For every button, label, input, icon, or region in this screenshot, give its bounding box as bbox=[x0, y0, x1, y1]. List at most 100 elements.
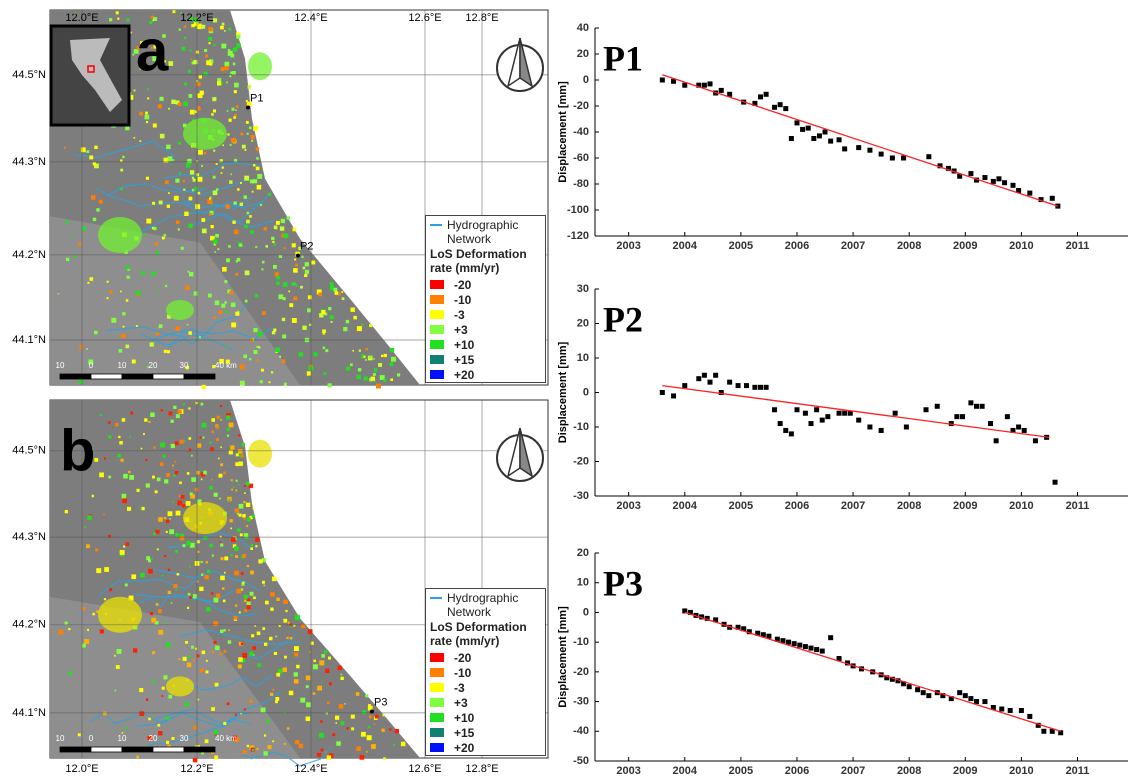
deformation-pixel bbox=[175, 533, 179, 537]
deformation-pixel bbox=[164, 622, 167, 624]
data-point bbox=[727, 379, 733, 385]
deformation-pixel bbox=[163, 675, 168, 680]
scale-bar bbox=[59, 746, 92, 753]
deformation-pixel bbox=[304, 269, 309, 274]
chart-title: P3 bbox=[603, 563, 643, 603]
data-point bbox=[974, 403, 980, 409]
deformation-pixel bbox=[257, 331, 263, 337]
deformation-pixel bbox=[200, 472, 206, 477]
deformation-pixel bbox=[256, 359, 259, 362]
deformation-pixel bbox=[218, 310, 223, 314]
deformation-pixel bbox=[205, 54, 208, 58]
deformation-pixel bbox=[249, 215, 252, 218]
deformation-pixel bbox=[200, 560, 203, 564]
deformation-pixel bbox=[133, 137, 136, 139]
scale-bar bbox=[152, 373, 185, 380]
x-tick-label: 2006 bbox=[785, 500, 809, 512]
deformation-pixel bbox=[152, 201, 156, 205]
y-tick-label: 10 bbox=[577, 352, 589, 364]
deformation-pixel bbox=[188, 94, 193, 98]
river bbox=[94, 187, 195, 207]
deformation-pixel bbox=[234, 713, 237, 716]
deformation-pixel bbox=[182, 504, 186, 508]
deformation-pixel bbox=[243, 501, 246, 504]
deformation-pixel bbox=[197, 443, 202, 448]
deformation-pixel bbox=[193, 291, 198, 296]
deformation-pixel bbox=[162, 34, 166, 38]
deformation-pixel bbox=[126, 18, 130, 22]
deformation-pixel bbox=[284, 655, 287, 659]
deformation-pixel bbox=[188, 331, 192, 335]
deformation-pixel bbox=[86, 544, 90, 549]
data-point bbox=[704, 615, 710, 621]
deformation-pixel bbox=[175, 178, 180, 183]
data-point bbox=[1018, 707, 1024, 713]
deformation-pixel bbox=[283, 382, 287, 386]
deformation-pixel bbox=[84, 639, 90, 644]
deformation-pixel bbox=[111, 317, 117, 323]
deformation-pixel bbox=[214, 755, 219, 760]
deformation-pixel bbox=[255, 537, 260, 542]
legend-swatch bbox=[430, 698, 444, 707]
legend-swatch bbox=[430, 653, 444, 662]
deformation-pixel bbox=[355, 692, 360, 696]
x-tick-label: 2010 bbox=[1009, 500, 1033, 512]
data-point bbox=[1038, 197, 1044, 203]
deformation-pixel bbox=[283, 233, 289, 239]
legend-swatch bbox=[430, 280, 444, 289]
legend-swatch bbox=[430, 325, 444, 334]
deformation-pixel bbox=[224, 301, 227, 304]
y-tick-label: -100 bbox=[567, 204, 589, 216]
deformation-pixel bbox=[173, 195, 179, 201]
deformation-pixel bbox=[242, 554, 247, 558]
y-tick-label: -10 bbox=[573, 636, 589, 648]
deformation-pixel bbox=[149, 342, 154, 347]
deformation-pixel bbox=[78, 242, 82, 246]
legend-swatch bbox=[430, 295, 444, 304]
x-tick-label: 2003 bbox=[616, 240, 640, 252]
deformation-pixel bbox=[229, 519, 233, 523]
data-point bbox=[948, 696, 954, 702]
deformation-pixel bbox=[197, 191, 201, 195]
lat-label: 44.2°N bbox=[12, 249, 46, 261]
deformation-pixel bbox=[165, 180, 169, 184]
deformation-pixel bbox=[238, 513, 242, 517]
deformation-pixel bbox=[208, 293, 212, 298]
deformation-pixel bbox=[152, 651, 155, 655]
deformation-pixel bbox=[369, 715, 372, 719]
lon-label: 12.4°E bbox=[294, 12, 327, 24]
deformation-pixel bbox=[82, 607, 86, 611]
deformation-pixel bbox=[249, 179, 254, 184]
deformation-pixel bbox=[115, 11, 119, 15]
data-point bbox=[884, 675, 890, 681]
deformation-pixel bbox=[330, 285, 335, 291]
deformation-pixel bbox=[268, 381, 271, 384]
deformation-pixel bbox=[326, 755, 332, 760]
deformation-pixel bbox=[92, 612, 95, 616]
deformation-pixel bbox=[284, 711, 286, 714]
deformation-pixel bbox=[175, 100, 180, 105]
deformation-pixel bbox=[121, 493, 127, 499]
deformation-pixel bbox=[209, 485, 213, 490]
deformation-pixel bbox=[166, 144, 171, 150]
deformation-pixel bbox=[230, 479, 233, 482]
deformation-pixel bbox=[295, 614, 300, 620]
deformation-pixel bbox=[194, 110, 198, 113]
deformation-pixel bbox=[294, 679, 299, 684]
deformation-pixel bbox=[256, 748, 259, 750]
lat-label: 44.3°N bbox=[12, 156, 46, 168]
deformation-pixel bbox=[356, 326, 362, 332]
deformation-pixel bbox=[206, 60, 211, 66]
deformation-pixel bbox=[221, 166, 224, 169]
deformation-pixel bbox=[188, 448, 192, 452]
deformation-pixel bbox=[140, 41, 145, 46]
deformation-pixel bbox=[219, 404, 223, 408]
deformation-pixel bbox=[261, 268, 264, 271]
deformation-pixel bbox=[257, 663, 262, 667]
deformation-pixel bbox=[210, 225, 214, 229]
deformation-pixel bbox=[227, 50, 233, 56]
deformation-pixel bbox=[209, 543, 213, 548]
deformation-pixel bbox=[224, 556, 229, 561]
lon-label: 12.2°E bbox=[180, 763, 213, 775]
x-tick-label: 2005 bbox=[729, 765, 753, 776]
